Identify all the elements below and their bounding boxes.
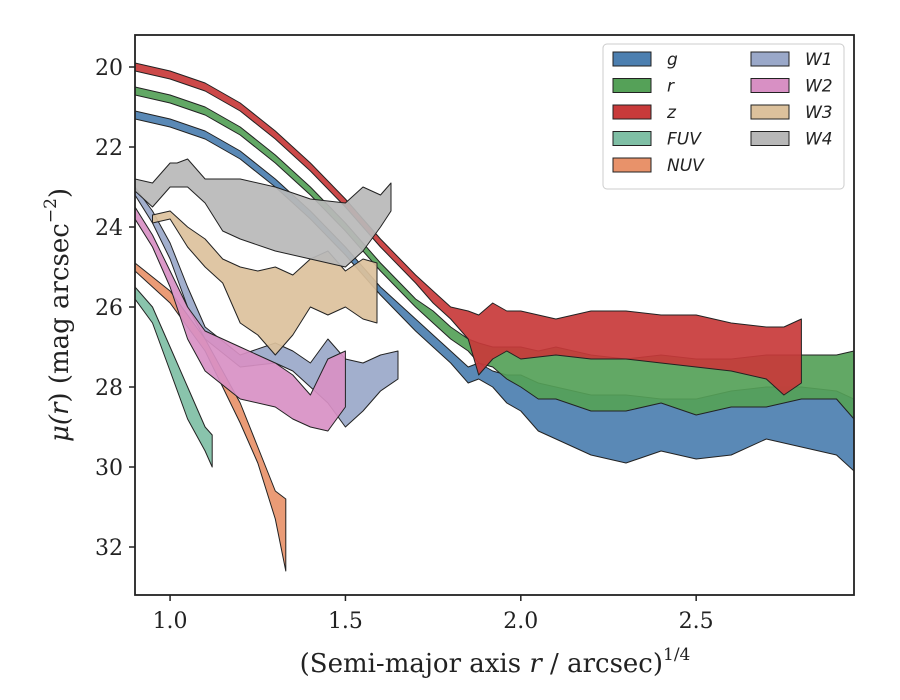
x-tick-label: 1.0 — [153, 609, 188, 634]
legend-label-g: g — [667, 50, 678, 70]
plot-frame — [134, 34, 855, 596]
y-tick-label: 30 — [95, 456, 123, 481]
y-tick-label: 26 — [95, 296, 123, 321]
legend-swatch-w4 — [750, 131, 790, 146]
legend-swatch-g — [612, 51, 652, 67]
plot-areas — [135, 62, 854, 572]
legend-swatch-z — [612, 104, 652, 120]
legend-label-r: r — [667, 77, 675, 97]
legend-swatch-fuv — [612, 131, 652, 146]
x-tick-label: 2.0 — [503, 609, 538, 634]
legend: grz FUV NUV W1 W2 W3 W4 — [602, 43, 845, 190]
legend-label-fuv: FUV — [667, 130, 702, 150]
x-tick-label: 2.5 — [679, 609, 714, 634]
y-tick-label: 32 — [95, 536, 123, 561]
band-g — [135, 110, 854, 472]
band-w2 — [135, 206, 346, 432]
legend-label-w3: W3 — [805, 103, 833, 123]
x-axis-label: (Semi-major axis r / arcsec)1/4 — [300, 645, 691, 679]
legend-label-w4: W4 — [805, 130, 833, 150]
y-axis-label: μ(r) (mag arcsec−2) — [41, 188, 75, 442]
legend-swatch-r — [612, 78, 652, 93]
legend-label-w2: W2 — [805, 77, 833, 97]
y-tick-label: 28 — [95, 376, 123, 401]
legend-swatch-nuv — [612, 157, 652, 173]
legend-swatch-w3 — [750, 104, 790, 120]
y-axis-ticks: 20 22 24 26 28 30 32 — [95, 56, 135, 561]
x-tick-label: 1.5 — [328, 609, 363, 634]
band-fuv — [135, 286, 213, 468]
x-axis-ticks: 1.0 1.5 2.0 2.5 — [153, 595, 714, 634]
band-w3 — [152, 210, 378, 356]
y-tick-label: 20 — [95, 56, 123, 81]
legend-label-w1: W1 — [805, 50, 833, 70]
y-tick-label: 24 — [95, 216, 123, 241]
band-w4 — [135, 158, 392, 268]
y-tick-label: 22 — [95, 136, 123, 161]
legend-label-z: z — [666, 103, 677, 123]
legend-swatch-w2 — [750, 78, 790, 93]
legend-label-nuv: NUV — [667, 156, 705, 176]
legend-swatch-w1 — [750, 51, 790, 67]
band-z — [135, 62, 802, 396]
